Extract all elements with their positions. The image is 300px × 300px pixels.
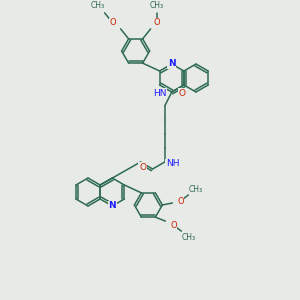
Text: O: O [139,163,146,172]
Text: O: O [177,196,184,206]
Text: CH₃: CH₃ [188,184,203,194]
Text: O: O [178,88,185,98]
Text: O: O [109,18,116,27]
Text: N: N [108,202,116,211]
Text: CH₃: CH₃ [91,2,105,10]
Text: N: N [168,59,176,68]
Text: HN: HN [153,88,166,98]
Text: CH₃: CH₃ [150,2,164,10]
Text: CH₃: CH₃ [181,232,195,242]
Text: NH: NH [166,160,179,169]
Text: O: O [153,18,160,27]
Text: O: O [170,220,177,230]
